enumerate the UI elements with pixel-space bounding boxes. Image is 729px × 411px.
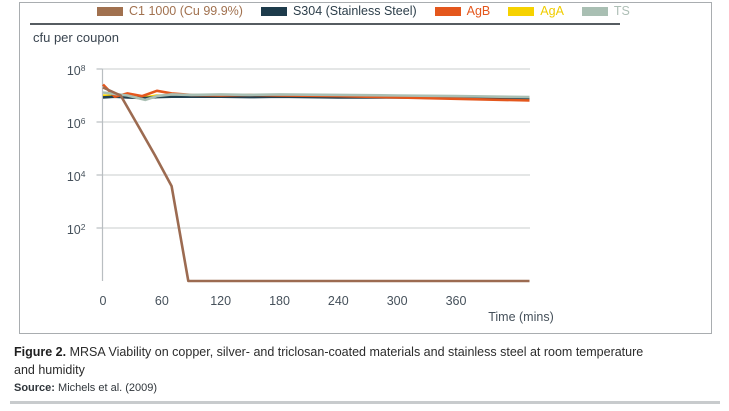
legend-swatch-ts <box>581 6 608 16</box>
series-line-c1-1000-cu-99-9- <box>102 86 530 283</box>
legend-swatch-aga <box>508 6 535 16</box>
x-tick-label-300: 300 <box>386 294 408 308</box>
y-tick-label-1e8: 108 <box>66 63 86 78</box>
chart-legend: C1 1000 (Cu 99.9%) S304 (Stainless Steel)… <box>97 4 630 18</box>
x-tick-label-180: 180 <box>269 294 290 308</box>
y-tick-label-1e6: 106 <box>66 116 86 131</box>
x-tick-label-240: 240 <box>327 294 349 308</box>
figure-source-text: Michels et al. (2009) <box>54 382 158 394</box>
legend-label-c11000: C1 1000 (Cu 99.9%) <box>129 4 243 18</box>
legend-swatch-s304 <box>260 6 287 16</box>
figure-source: Source: Michels et al. (2009) <box>14 382 157 394</box>
figure-caption-label: Figure 2. <box>14 345 67 359</box>
legend-item-ts: TS <box>581 4 630 18</box>
legend-divider-rule <box>30 23 620 25</box>
figure-caption: Figure 2. MRSA Viability on copper, silv… <box>14 344 664 380</box>
legend-item-s304: S304 (Stainless Steel) <box>260 4 417 18</box>
x-tick-label-60: 60 <box>154 294 169 308</box>
x-axis-title: Time (mins) <box>488 310 554 324</box>
legend-item-agb: AgB <box>434 4 491 18</box>
x-tick-label-360: 360 <box>445 294 467 308</box>
y-axis-title: cfu per coupon <box>33 30 120 45</box>
bottom-divider-rule <box>10 401 720 404</box>
x-tick-label-120: 120 <box>210 294 232 308</box>
figure-caption-text: MRSA Viability on copper, silver- and tr… <box>14 345 644 377</box>
y-tick-label-1e2: 102 <box>66 222 86 237</box>
legend-item-aga: AgA <box>508 4 564 18</box>
x-tick-label-0: 0 <box>99 294 107 308</box>
legend-label-agb: AgB <box>466 4 491 18</box>
figure-source-label: Source: <box>14 382 55 394</box>
legend-label-aga: AgA <box>540 4 564 18</box>
legend-label-s304: S304 (Stainless Steel) <box>292 4 417 18</box>
y-tick-label-1e4: 104 <box>66 169 86 184</box>
legend-swatch-c11000 <box>97 6 123 16</box>
series-line-ts <box>102 91 530 102</box>
legend-swatch-agb <box>434 6 461 16</box>
chart-panel-border <box>19 2 712 334</box>
legend-label-ts: TS <box>613 4 630 18</box>
legend-item-c11000: C1 1000 (Cu 99.9%) <box>97 4 243 18</box>
